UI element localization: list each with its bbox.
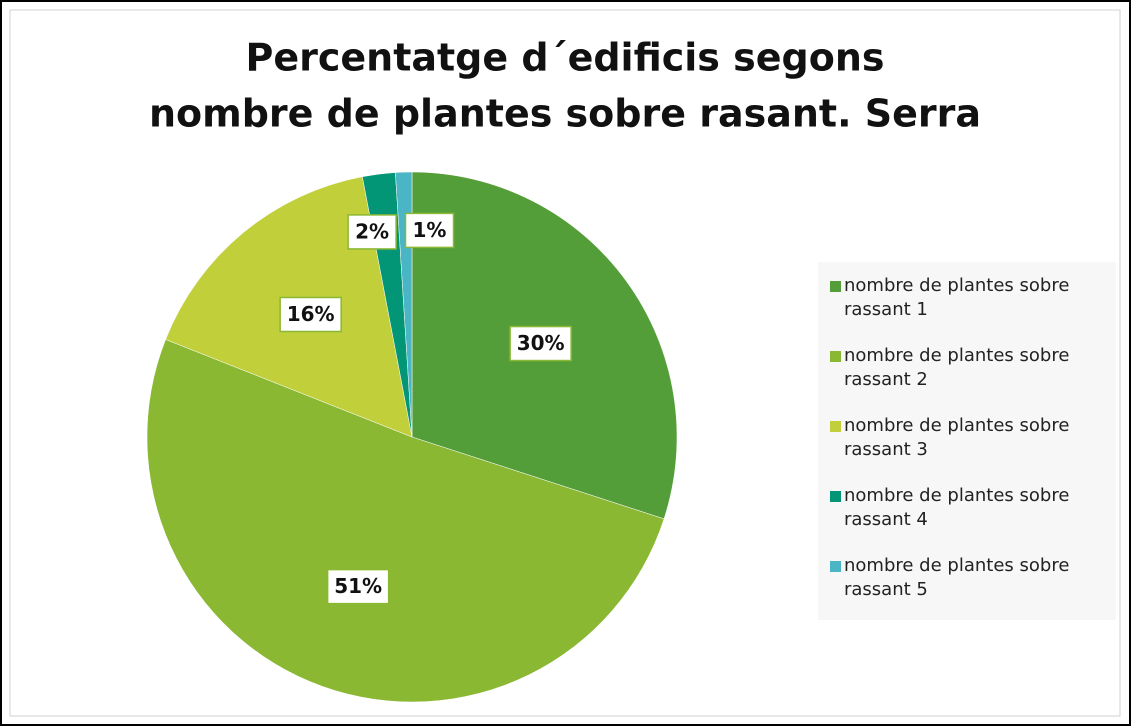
legend-item: nombre de plantes sobre rassant 3 bbox=[830, 414, 1110, 462]
legend-swatch bbox=[830, 421, 841, 432]
data-label-box bbox=[347, 214, 397, 250]
legend-label: nombre de plantes sobre rassant 5 bbox=[844, 555, 1070, 600]
legend-swatch bbox=[830, 491, 841, 502]
data-label: 30% bbox=[517, 331, 565, 355]
legend-label: nombre de plantes sobre rassant 2 bbox=[844, 345, 1070, 390]
data-label: 16% bbox=[287, 302, 335, 326]
legend-label: nombre de plantes sobre rassant 3 bbox=[844, 415, 1070, 460]
legend-swatch bbox=[830, 561, 841, 572]
legend-item: nombre de plantes sobre rassant 2 bbox=[830, 344, 1110, 392]
data-label-box bbox=[279, 296, 342, 333]
chart-title: nombre de plantes sobre rasant. Serra bbox=[149, 92, 981, 136]
data-label-box bbox=[404, 212, 455, 249]
legend-swatch bbox=[830, 351, 841, 362]
pie-slice bbox=[146, 339, 665, 703]
data-label: 51% bbox=[334, 574, 382, 598]
legend-label: nombre de plantes sobre rassant 4 bbox=[844, 485, 1070, 530]
data-label: 2% bbox=[355, 219, 389, 243]
chart-title: Percentatge d´edificis segons bbox=[245, 36, 884, 80]
legend-item: nombre de plantes sobre rassant 1 bbox=[830, 274, 1110, 322]
legend-item: nombre de plantes sobre rassant 4 bbox=[830, 484, 1110, 532]
legend-item: nombre de plantes sobre rassant 5 bbox=[830, 554, 1110, 602]
legend: nombre de plantes sobre rassant 1 nombre … bbox=[818, 262, 1116, 620]
data-label-box bbox=[326, 568, 390, 605]
legend-swatch bbox=[830, 281, 841, 292]
legend-label: nombre de plantes sobre rassant 1 bbox=[844, 275, 1070, 320]
data-label-box bbox=[509, 325, 572, 362]
data-label: 1% bbox=[413, 218, 447, 242]
